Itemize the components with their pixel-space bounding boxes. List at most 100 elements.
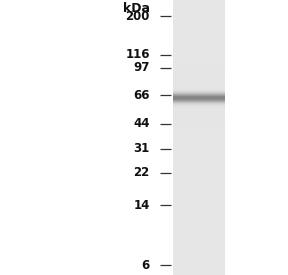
Bar: [173, 65, 225, 66]
Bar: [173, 90, 225, 91]
Bar: [173, 257, 225, 258]
Bar: [173, 14, 225, 15]
Bar: [173, 54, 225, 55]
Bar: [173, 3, 225, 4]
Bar: [173, 178, 225, 179]
Bar: [173, 187, 225, 188]
Bar: [173, 214, 225, 215]
Bar: [173, 130, 225, 131]
Bar: [173, 175, 225, 176]
Bar: [173, 165, 225, 166]
Bar: [173, 15, 225, 16]
Bar: [173, 81, 225, 82]
Bar: [173, 151, 225, 152]
Bar: [173, 124, 225, 125]
Bar: [173, 269, 225, 270]
Bar: [173, 107, 225, 108]
Bar: [173, 5, 225, 6]
Bar: [173, 40, 225, 41]
Bar: [173, 109, 225, 110]
Bar: [173, 143, 225, 144]
Bar: [173, 69, 225, 70]
Bar: [173, 263, 225, 264]
Bar: [173, 217, 225, 218]
Text: 22: 22: [134, 166, 150, 180]
Bar: [173, 37, 225, 38]
Bar: [173, 258, 225, 259]
Bar: [173, 91, 225, 92]
Bar: [173, 22, 225, 23]
Bar: [173, 106, 225, 107]
Bar: [173, 186, 225, 187]
Bar: [173, 203, 225, 204]
Bar: [173, 166, 225, 167]
Bar: [173, 10, 225, 11]
Bar: [173, 141, 225, 142]
Bar: [173, 264, 225, 265]
Bar: [173, 167, 225, 168]
Bar: [173, 123, 225, 124]
Bar: [173, 12, 225, 13]
Bar: [173, 6, 225, 7]
Bar: [173, 89, 225, 90]
Bar: [173, 185, 225, 186]
Bar: [173, 236, 225, 237]
Bar: [173, 196, 225, 197]
Bar: [173, 126, 225, 127]
Bar: [173, 256, 225, 257]
Bar: [173, 145, 225, 146]
Bar: [173, 59, 225, 60]
Bar: [173, 58, 225, 59]
Bar: [173, 32, 225, 33]
Bar: [173, 79, 225, 80]
Text: 97: 97: [133, 61, 150, 74]
Bar: [173, 248, 225, 249]
Bar: [173, 29, 225, 30]
Bar: [173, 260, 225, 261]
Bar: [173, 226, 225, 227]
Bar: [173, 52, 225, 53]
Bar: [173, 209, 225, 210]
Bar: [173, 142, 225, 143]
Bar: [173, 41, 225, 42]
Bar: [173, 189, 225, 190]
Bar: [173, 36, 225, 37]
Bar: [173, 244, 225, 245]
Bar: [173, 116, 225, 117]
Bar: [173, 216, 225, 217]
Bar: [173, 77, 225, 78]
Bar: [173, 154, 225, 155]
Bar: [173, 233, 225, 234]
Bar: [173, 18, 225, 19]
Bar: [173, 222, 225, 223]
Bar: [173, 239, 225, 240]
Bar: [173, 71, 225, 72]
Bar: [173, 190, 225, 191]
Bar: [173, 191, 225, 192]
Bar: [173, 0, 225, 1]
Bar: [173, 183, 225, 184]
Bar: [173, 25, 225, 26]
Bar: [173, 179, 225, 180]
Bar: [173, 208, 225, 209]
Bar: [173, 70, 225, 71]
Bar: [173, 51, 225, 52]
Bar: [173, 55, 225, 56]
Bar: [173, 82, 225, 83]
Bar: [173, 83, 225, 84]
Bar: [173, 194, 225, 195]
Bar: [173, 86, 225, 87]
Bar: [173, 201, 225, 202]
Bar: [173, 113, 225, 114]
Bar: [173, 200, 225, 201]
Bar: [173, 272, 225, 273]
Bar: [173, 173, 225, 174]
Bar: [173, 253, 225, 254]
Bar: [173, 17, 225, 18]
Bar: [173, 163, 225, 164]
Bar: [173, 93, 225, 94]
Bar: [173, 202, 225, 203]
Bar: [173, 74, 225, 75]
Text: 14: 14: [133, 199, 150, 211]
Bar: [173, 127, 225, 128]
